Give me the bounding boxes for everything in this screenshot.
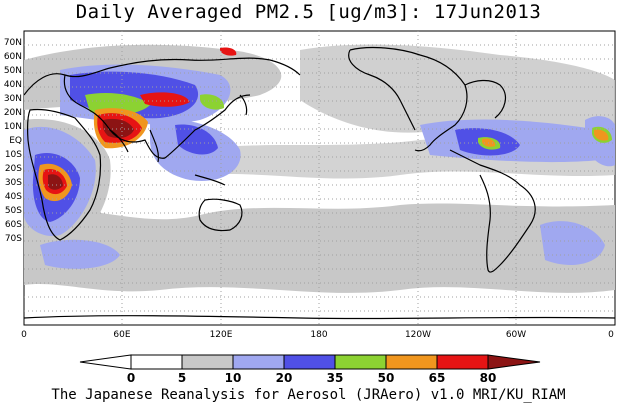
lat-label: 40N xyxy=(4,80,22,90)
credit-line: The Japanese Reanalysis for Aerosol (JRA… xyxy=(51,387,566,403)
colorbar-bin xyxy=(385,354,438,370)
lon-label: 120E xyxy=(210,330,233,340)
colorbar-bin xyxy=(181,354,234,370)
colorbar-tick-label: 35 xyxy=(327,371,344,385)
colorbar-tick-label: 65 xyxy=(429,371,446,385)
colorbar-tick-label: 10 xyxy=(225,371,242,385)
grid-lines xyxy=(24,31,615,325)
colorbar-bin xyxy=(436,354,489,370)
lon-label: 0 xyxy=(21,330,27,340)
colorbar-ticks: 0 5 10 20 35 50 65 80 xyxy=(127,371,497,385)
colorbar-tick-label: 80 xyxy=(480,371,497,385)
colorbar-arrow-min xyxy=(79,354,132,370)
lat-label: 40S xyxy=(5,192,22,202)
lat-label: 10S xyxy=(5,150,22,160)
coastlines xyxy=(23,46,616,320)
lat-label: 30N xyxy=(4,94,22,104)
lon-label: 0 xyxy=(608,330,614,340)
colorbar-arrow-max xyxy=(487,354,541,370)
lon-label: 60W xyxy=(506,330,526,340)
lat-label: EQ xyxy=(9,136,22,146)
lat-label: 70N xyxy=(4,38,22,48)
lat-label: 60N xyxy=(4,52,22,62)
colorbar-tick-label: 0 xyxy=(127,371,135,385)
colorbar xyxy=(79,354,541,370)
lat-label: 70S xyxy=(5,234,22,244)
map-title: Daily Averaged PM2.5 [ug/m3]: 17Jun2013 xyxy=(75,1,542,23)
colorbar-bin xyxy=(130,354,183,370)
colorbar-bin xyxy=(283,354,336,370)
lon-label: 60E xyxy=(113,330,130,340)
longitude-labels: 0 60E 120E 180 120W 60W 0 xyxy=(21,330,614,340)
lat-label: 50N xyxy=(4,66,22,76)
colorbar-tick-label: 20 xyxy=(276,371,293,385)
latitude-labels: 70N 60N 50N 40N 30N 20N 10N EQ 10S 20S 3… xyxy=(4,38,22,244)
colorbar-tick-label: 50 xyxy=(378,371,395,385)
lat-label: 10N xyxy=(4,122,22,132)
lon-label: 180 xyxy=(310,330,327,340)
lat-label: 30S xyxy=(5,178,22,188)
lat-label: 20N xyxy=(4,108,22,118)
lat-label: 50S xyxy=(5,206,22,216)
colorbar-bin xyxy=(232,354,285,370)
lon-label: 120W xyxy=(405,330,431,340)
colorbar-bin xyxy=(334,354,387,370)
colorbar-tick-label: 5 xyxy=(178,371,186,385)
lat-label: 20S xyxy=(5,164,22,174)
lat-label: 60S xyxy=(5,220,22,230)
